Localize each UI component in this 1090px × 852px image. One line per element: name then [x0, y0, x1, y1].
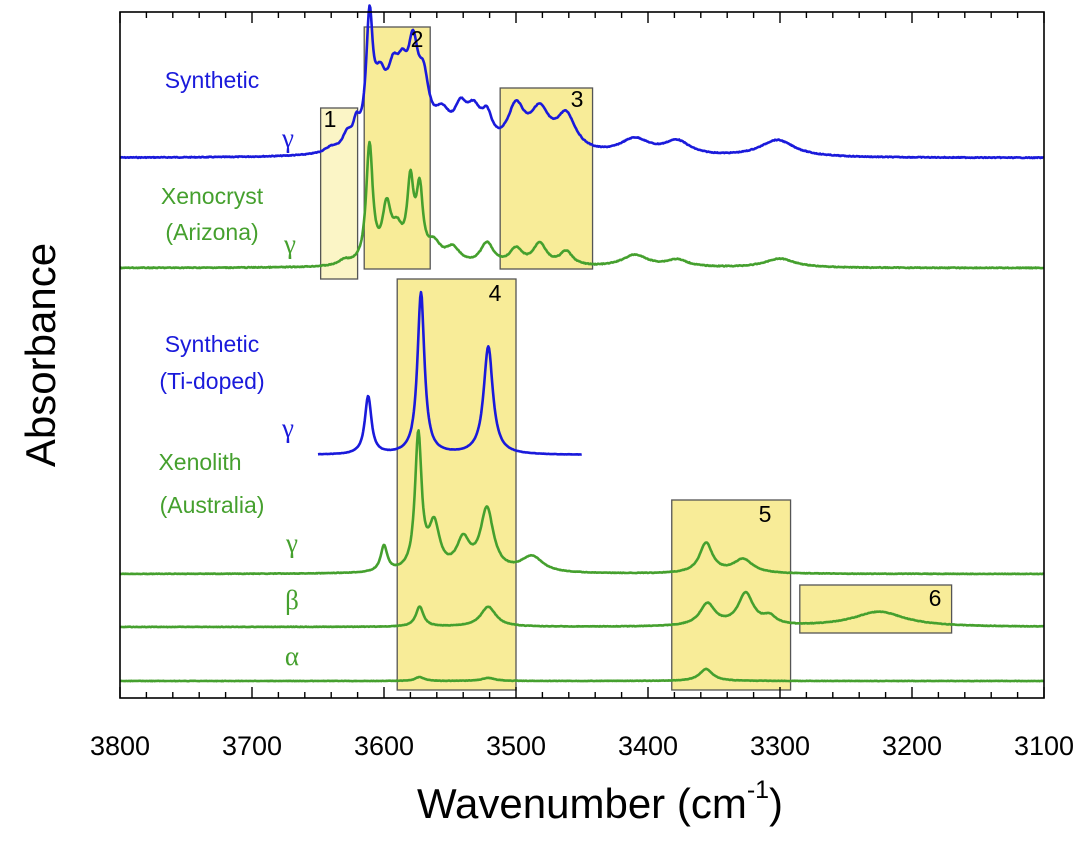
x-tick-label: 3100	[1014, 731, 1074, 761]
y-axis-label: Absorbance	[17, 243, 64, 467]
x-axis-label-superscript: -1	[747, 776, 769, 804]
x-tick-label: 3400	[618, 731, 678, 761]
spectrum-line	[119, 590, 1044, 629]
x-tick-label: 3300	[750, 731, 810, 761]
band-box	[319, 107, 359, 280]
band-box	[671, 499, 792, 691]
spectrum-line	[119, 4, 1044, 160]
band-box	[499, 87, 594, 270]
band-boxes	[319, 26, 953, 691]
spectra-traces	[119, 4, 1045, 683]
series-label: γ	[285, 528, 298, 558]
series-label: Xenocryst	[161, 183, 264, 209]
band-box	[363, 26, 431, 270]
band-label: 6	[929, 585, 942, 611]
axis-ticks	[119, 12, 1045, 698]
band-labels: 1 2 3 4 5 6	[324, 26, 942, 611]
series-label: Synthetic	[165, 67, 260, 93]
x-tick-labels: 3800 3700 3600 3500 3400 3300 3200 3100	[90, 731, 1074, 761]
series-label: α	[285, 641, 299, 671]
band-label: 5	[759, 501, 772, 527]
series-label: β	[285, 585, 299, 615]
x-tick-label: 3600	[354, 731, 414, 761]
series-label: Xenolith	[158, 449, 241, 475]
band-label: 2	[411, 26, 424, 52]
x-tick-label: 3200	[882, 731, 942, 761]
series-label: γ	[281, 413, 294, 443]
band-label: 3	[571, 86, 584, 112]
x-axis-label-end: )	[769, 780, 783, 827]
spectrum-line	[119, 140, 1044, 270]
series-label: γ	[281, 123, 294, 153]
plot-frame	[119, 11, 1045, 699]
band-label: 4	[489, 280, 502, 306]
x-tick-label: 3800	[90, 731, 150, 761]
x-axis-label-main: Wavenumber (cm	[417, 780, 747, 827]
spectrum-line	[119, 667, 1044, 683]
band-box	[799, 584, 953, 634]
series-labels: Synthetic γ Xenocryst (Arizona) γ Synthetic (T…	[158, 67, 299, 671]
spectrum-line	[119, 429, 1045, 576]
series-label: Synthetic	[165, 331, 260, 357]
spectrum-line	[317, 290, 583, 456]
x-tick-label: 3500	[486, 731, 546, 761]
band-label: 1	[324, 106, 337, 132]
series-label: (Arizona)	[165, 219, 258, 245]
series-label: (Ti-doped)	[159, 368, 264, 394]
x-tick-label: 3700	[222, 731, 282, 761]
series-label: γ	[283, 229, 296, 259]
x-axis-label: Wavenumber (cm-1)	[417, 776, 783, 827]
series-label: (Australia)	[160, 492, 265, 518]
